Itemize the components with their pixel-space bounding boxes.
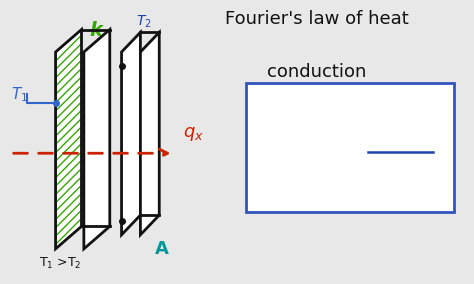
Polygon shape xyxy=(55,30,82,249)
Text: k: k xyxy=(89,21,102,40)
Polygon shape xyxy=(121,32,140,235)
Text: $dT$: $dT$ xyxy=(371,119,397,137)
Text: T$_1$: T$_1$ xyxy=(11,85,28,104)
Text: $A$: $A$ xyxy=(348,119,362,137)
Text: $dx$: $dx$ xyxy=(385,167,410,185)
Text: A: A xyxy=(155,241,168,258)
Text: T$_2$: T$_2$ xyxy=(136,13,152,30)
Text: $= -k$: $= -k$ xyxy=(291,119,348,137)
Text: conduction: conduction xyxy=(267,63,367,81)
Bar xyxy=(246,83,454,212)
Text: q$_x$: q$_x$ xyxy=(183,125,204,143)
Text: Fourier's law of heat: Fourier's law of heat xyxy=(225,10,409,28)
Text: T$_1$ >T$_2$: T$_1$ >T$_2$ xyxy=(39,256,82,272)
Polygon shape xyxy=(84,30,110,249)
Text: $q_x$: $q_x$ xyxy=(258,119,279,137)
Polygon shape xyxy=(140,32,159,235)
Polygon shape xyxy=(55,30,82,249)
